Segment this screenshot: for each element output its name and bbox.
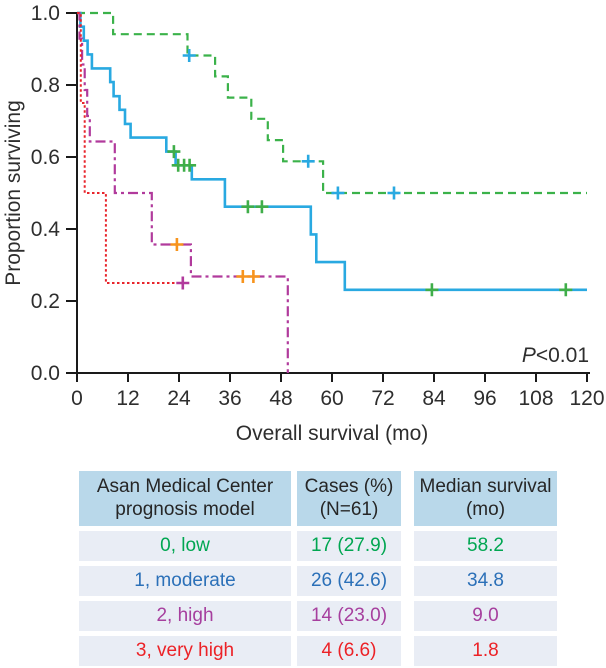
km-plot-svg: 0.0 0.2 0.4 0.6 0.8 1.0 0 12 24 36 48 60 72 84 96 108 12… [2, 2, 605, 445]
censor-marks-2-high [170, 238, 260, 283]
axes-lines [76, 13, 590, 374]
y-tick-label: 1.0 [31, 2, 60, 25]
censor-marks-0-low [182, 49, 401, 200]
median-cell: 9.0 [414, 601, 557, 631]
median-cell: 1.8 [414, 636, 557, 666]
x-tick-label: 96 [473, 387, 496, 410]
table-row: 3, very high 4 (6.6) 1.8 [79, 636, 557, 666]
x-tick-label: 120 [569, 387, 604, 410]
x-axis-title: Overall survival (mo) [236, 422, 429, 445]
survival-curve-3-very-high [77, 12, 186, 284]
survival-chart: 0.0 0.2 0.4 0.6 0.8 1.0 0 12 24 36 48 60 72 84 96 108 12… [2, 2, 605, 445]
x-tick-label: 60 [320, 387, 343, 410]
y-axis-title: Proportion surviving [2, 100, 25, 286]
p-value-annotation: P<0.01 [522, 344, 589, 367]
x-tick-label: 72 [371, 387, 394, 410]
x-tick-label: 0 [71, 387, 83, 410]
survival-curve-0-low [77, 11, 587, 195]
table-header-line: prognosis model [115, 498, 255, 520]
table-header-line: Median survival [419, 475, 552, 497]
y-tick-label: 0.0 [31, 362, 60, 385]
cases-cell: 14 (23.0) [297, 601, 401, 631]
table-header-cell: Asan Medical Center prognosis model [79, 471, 291, 526]
y-tick-label: 0.4 [31, 218, 61, 241]
x-tick-label: 48 [269, 387, 292, 410]
model-cell: 0, low [79, 531, 291, 561]
y-tick-label: 0.6 [31, 146, 60, 169]
censor-marks-3-very-high [176, 276, 190, 290]
x-tick-label: 84 [422, 387, 446, 410]
model-cell: 1, moderate [79, 566, 291, 596]
median-cell: 58.2 [414, 531, 557, 561]
table-header-line: (mo) [465, 498, 506, 520]
censor-marks-1-moderate [167, 145, 573, 297]
x-tick-label: 24 [167, 387, 191, 410]
table-header-row: Asan Medical Center prognosis model Cases … [79, 471, 557, 526]
table-header-cell: Cases (%) (N=61) [297, 471, 401, 526]
cases-cell: 4 (6.6) [297, 636, 401, 666]
median-cell: 34.8 [414, 566, 557, 596]
survival-curve-2-high [77, 11, 289, 373]
table-header-line: (N=61) [319, 498, 379, 520]
x-tick-label: 108 [518, 387, 553, 410]
table-header-line: Asan Medical Center [96, 475, 274, 497]
table-header-cell: Median survival (mo) [414, 471, 557, 526]
table-header-line: Cases (%) [304, 475, 394, 497]
cases-cell: 26 (42.6) [297, 566, 401, 596]
x-tick-label: 36 [218, 387, 241, 410]
model-cell: 3, very high [79, 636, 291, 666]
table-body: 0, low 17 (27.9) 58.2 1, moderate 26 (42.6) 3… [79, 531, 557, 666]
y-tick-label: 0.2 [31, 290, 60, 313]
table-row: 0, low 17 (27.9) 58.2 [79, 531, 557, 561]
cases-cell: 17 (27.9) [297, 531, 401, 561]
x-tick-label: 12 [116, 387, 139, 410]
prognosis-table: Asan Medical Center prognosis model Cases … [79, 471, 557, 666]
model-cell: 2, high [79, 601, 291, 631]
table-row: 2, high 14 (23.0) 9.0 [79, 601, 557, 631]
survival-curve-1-moderate [77, 11, 587, 292]
y-tick-label: 0.8 [31, 74, 60, 97]
table-row: 1, moderate 26 (42.6) 34.8 [79, 566, 557, 596]
